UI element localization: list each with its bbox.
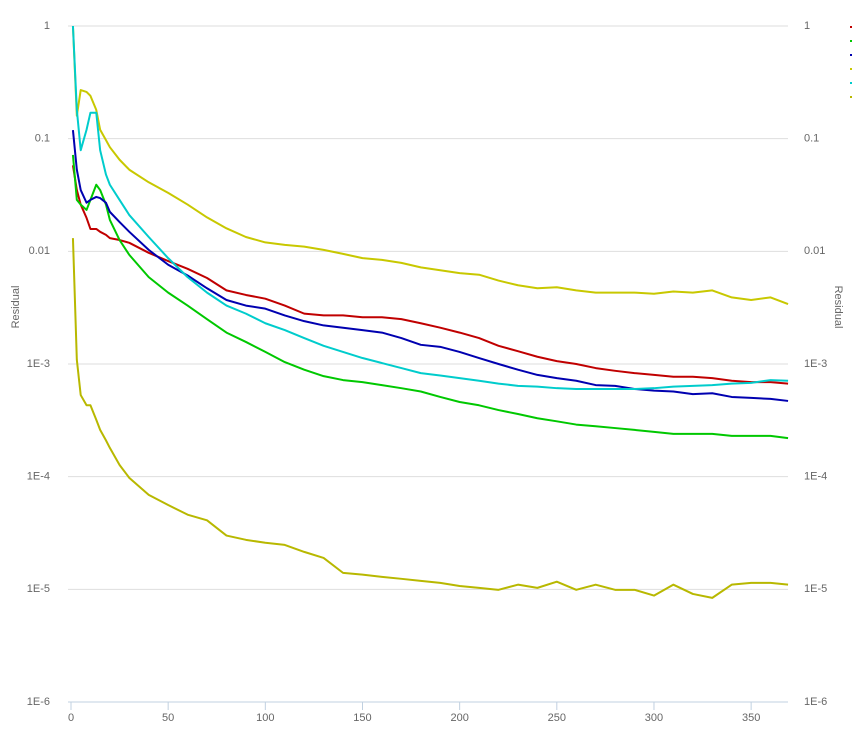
- x-tick-label: 100: [256, 712, 274, 724]
- x-tick-label: 0: [68, 712, 74, 724]
- legend-marker: [850, 40, 852, 42]
- y2-tick-label: 0.01: [804, 245, 825, 257]
- x-tick-label: 350: [742, 712, 760, 724]
- y2-tick-label: 0.1: [804, 133, 819, 145]
- legend-marker: [850, 96, 852, 98]
- y-tick-label: 1E-4: [27, 471, 50, 483]
- y2-tick-label: 1E-3: [804, 358, 827, 370]
- y2-tick-label: 1: [804, 20, 810, 32]
- legend-marker: [850, 26, 852, 28]
- y-tick-label: 1E-6: [27, 696, 50, 708]
- y2-axis-title: Residual: [832, 286, 844, 329]
- series-line: [71, 165, 789, 385]
- x-tick-label: 200: [450, 712, 468, 724]
- legend-marker: [850, 68, 852, 70]
- y-tick-label: 1: [44, 20, 50, 32]
- series-line: [71, 238, 789, 599]
- y-tick-label: 0.1: [35, 133, 50, 145]
- series-line: [71, 130, 789, 402]
- series-line: [71, 154, 789, 440]
- series-line: [71, 25, 789, 390]
- x-tick-label: 250: [548, 712, 566, 724]
- y2-tick-label: 1E-5: [804, 583, 827, 595]
- x-tick-label: 150: [353, 712, 371, 724]
- x-tick-label: 50: [162, 712, 174, 724]
- y-tick-label: 0.01: [29, 245, 50, 257]
- y-tick-label: 1E-5: [27, 583, 50, 595]
- x-tick-label: 300: [645, 712, 663, 724]
- y-tick-label: 1E-3: [27, 358, 50, 370]
- series-line: [71, 25, 789, 306]
- y-axis-title: Residual: [10, 286, 22, 329]
- y2-tick-label: 1E-6: [804, 696, 827, 708]
- legend-marker: [850, 82, 852, 84]
- legend-marker: [850, 54, 852, 56]
- y2-tick-label: 1E-4: [804, 471, 827, 483]
